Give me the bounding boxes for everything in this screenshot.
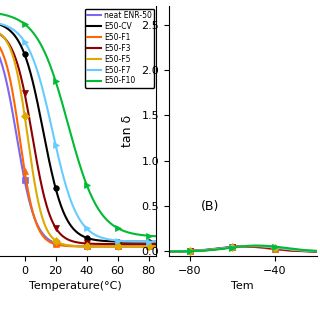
E50-F10 — [87, 188, 91, 192]
E50-F1 — [87, 244, 91, 248]
X-axis label: Tem: Tem — [231, 281, 254, 291]
Line: E50-F5: E50-F5 — [0, 29, 156, 246]
neat ENR-50 — [128, 244, 132, 248]
E50-F7 — [87, 229, 91, 233]
E50-F3 — [87, 242, 91, 245]
E50-F10 — [90, 196, 94, 199]
E50-F5 — [90, 244, 94, 248]
Text: (B): (B) — [201, 200, 220, 212]
E50-F7 — [139, 240, 143, 244]
E50-CV — [90, 237, 94, 241]
Line: E50-F7: E50-F7 — [0, 22, 156, 242]
E50-F5 — [155, 244, 158, 248]
E50-F10 — [128, 231, 132, 235]
E50-F10 — [139, 233, 143, 237]
Y-axis label: tan δ: tan δ — [121, 115, 134, 147]
X-axis label: Temperature(°C): Temperature(°C) — [28, 281, 121, 291]
E50-F7 — [90, 231, 94, 235]
E50-F3 — [155, 242, 158, 246]
E50-CV — [139, 240, 143, 244]
E50-CV — [87, 237, 91, 241]
E50-F3 — [90, 242, 94, 246]
E50-F7 — [128, 239, 132, 243]
E50-F7 — [155, 240, 158, 244]
E50-F1 — [87, 244, 91, 248]
E50-CV — [155, 240, 158, 244]
E50-F3 — [128, 242, 132, 246]
E50-CV — [128, 240, 132, 244]
E50-F7 — [87, 228, 91, 232]
neat ENR-50 — [87, 244, 91, 248]
Line: E50-F10: E50-F10 — [0, 13, 156, 236]
neat ENR-50 — [155, 244, 158, 248]
neat ENR-50 — [87, 244, 91, 248]
E50-F10 — [87, 189, 91, 193]
E50-F3 — [87, 242, 91, 245]
E50-F5 — [128, 244, 132, 248]
E50-CV — [87, 236, 91, 240]
Line: E50-F1: E50-F1 — [0, 37, 156, 246]
E50-F3 — [139, 242, 143, 246]
E50-F1 — [128, 244, 132, 248]
neat ENR-50 — [139, 244, 143, 248]
E50-F5 — [139, 244, 143, 248]
E50-F1 — [139, 244, 143, 248]
E50-F1 — [90, 244, 94, 248]
E50-F1 — [155, 244, 158, 248]
E50-F10 — [155, 234, 158, 238]
E50-F5 — [87, 244, 91, 248]
Legend: neat ENR-50, E50-CV, E50-F1, E50-F3, E50-F5, E50-F7, E50-F10: neat ENR-50, E50-CV, E50-F1, E50-F3, E50… — [85, 9, 154, 88]
Line: E50-CV: E50-CV — [0, 22, 156, 242]
Line: E50-F3: E50-F3 — [0, 30, 156, 244]
neat ENR-50 — [90, 244, 94, 248]
Line: neat ENR-50: neat ENR-50 — [0, 40, 156, 246]
E50-F5 — [87, 244, 91, 248]
